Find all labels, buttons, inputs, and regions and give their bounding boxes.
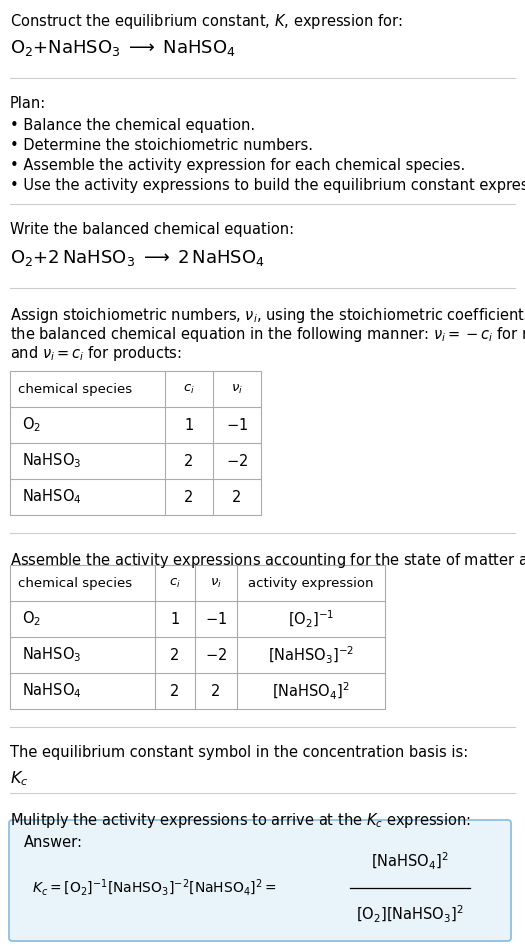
Text: $[\mathrm{O_2}]^{-1}$: $[\mathrm{O_2}]^{-1}$ <box>288 608 334 629</box>
Text: $[\mathrm{NaHSO_4}]^{2}$: $[\mathrm{NaHSO_4}]^{2}$ <box>272 681 350 702</box>
Text: $\mathrm{NaHSO_3}$: $\mathrm{NaHSO_3}$ <box>22 451 81 470</box>
Text: $-2$: $-2$ <box>205 647 227 663</box>
Text: 1: 1 <box>171 611 180 626</box>
Text: $-2$: $-2$ <box>226 453 248 469</box>
Text: $\mathrm{O_2}$: $\mathrm{O_2}$ <box>22 416 41 434</box>
Bar <box>10 371 261 515</box>
Text: • Use the activity expressions to build the equilibrium constant expression.: • Use the activity expressions to build … <box>10 178 525 193</box>
Text: Mulitply the activity expressions to arrive at the $K_c$ expression:: Mulitply the activity expressions to arr… <box>10 811 471 830</box>
Text: $\mathrm{O_2}$: $\mathrm{O_2}$ <box>22 609 41 628</box>
Text: $c_i$: $c_i$ <box>183 383 195 395</box>
Text: 1: 1 <box>184 418 194 432</box>
Text: $\mathrm{NaHSO_4}$: $\mathrm{NaHSO_4}$ <box>22 682 82 701</box>
Text: 2: 2 <box>184 489 194 505</box>
Text: Construct the equilibrium constant, $K$, expression for:: Construct the equilibrium constant, $K$,… <box>10 12 403 31</box>
Text: $\mathrm{NaHSO_4}$: $\mathrm{NaHSO_4}$ <box>22 487 82 506</box>
Text: $-1$: $-1$ <box>205 611 227 627</box>
Text: Write the balanced chemical equation:: Write the balanced chemical equation: <box>10 222 294 237</box>
Text: chemical species: chemical species <box>18 577 132 589</box>
Text: 2: 2 <box>170 684 180 699</box>
Text: Assign stoichiometric numbers, $\nu_i$, using the stoichiometric coefficients, $: Assign stoichiometric numbers, $\nu_i$, … <box>10 306 525 325</box>
Text: and $\nu_i = c_i$ for products:: and $\nu_i = c_i$ for products: <box>10 344 182 363</box>
Text: The equilibrium constant symbol in the concentration basis is:: The equilibrium constant symbol in the c… <box>10 745 468 760</box>
Text: the balanced chemical equation in the following manner: $\nu_i = -c_i$ for react: the balanced chemical equation in the fo… <box>10 325 525 344</box>
Text: 2: 2 <box>232 489 242 505</box>
Text: • Determine the stoichiometric numbers.: • Determine the stoichiometric numbers. <box>10 138 313 153</box>
Bar <box>10 565 385 709</box>
Text: 2: 2 <box>184 453 194 468</box>
Text: $\mathrm{O_2}$$ + 2\,\mathrm{NaHSO_3}$$\;\longrightarrow\;2\,\mathrm{NaHSO_4}$: $\mathrm{O_2}$$ + 2\,\mathrm{NaHSO_3}$$\… <box>10 248 265 268</box>
Text: $[\mathrm{O_2}][\mathrm{NaHSO_3}]^{2}$: $[\mathrm{O_2}][\mathrm{NaHSO_3}]^{2}$ <box>356 904 464 925</box>
Text: $K_c$: $K_c$ <box>10 769 28 787</box>
Text: chemical species: chemical species <box>18 383 132 395</box>
Text: $\mathrm{O_2}$$ + \mathrm{NaHSO_3}$$\;\longrightarrow\;\mathrm{NaHSO_4}$: $\mathrm{O_2}$$ + \mathrm{NaHSO_3}$$\;\l… <box>10 38 236 58</box>
Text: $\mathrm{NaHSO_3}$: $\mathrm{NaHSO_3}$ <box>22 645 81 664</box>
FancyBboxPatch shape <box>9 820 511 941</box>
Text: $\nu_i$: $\nu_i$ <box>231 383 243 395</box>
Text: activity expression: activity expression <box>248 577 374 589</box>
Text: • Assemble the activity expression for each chemical species.: • Assemble the activity expression for e… <box>10 158 465 173</box>
Text: $c_i$: $c_i$ <box>169 577 181 589</box>
Text: $[\mathrm{NaHSO_3}]^{-2}$: $[\mathrm{NaHSO_3}]^{-2}$ <box>268 645 354 665</box>
Text: 2: 2 <box>170 647 180 663</box>
Text: $K_c = [\mathrm{O_2}]^{-1}[\mathrm{NaHSO_3}]^{-2}[\mathrm{NaHSO_4}]^{2} = $: $K_c = [\mathrm{O_2}]^{-1}[\mathrm{NaHSO… <box>32 878 277 898</box>
Text: Answer:: Answer: <box>24 835 83 850</box>
Text: 2: 2 <box>211 684 220 699</box>
Text: • Balance the chemical equation.: • Balance the chemical equation. <box>10 118 255 133</box>
Text: Plan:: Plan: <box>10 96 46 111</box>
Text: $[\mathrm{NaHSO_4}]^{2}$: $[\mathrm{NaHSO_4}]^{2}$ <box>371 851 449 872</box>
Text: Assemble the activity expressions accounting for the state of matter and $\nu_i$: Assemble the activity expressions accoun… <box>10 551 525 570</box>
Text: $\nu_i$: $\nu_i$ <box>210 577 222 589</box>
Text: $-1$: $-1$ <box>226 417 248 433</box>
